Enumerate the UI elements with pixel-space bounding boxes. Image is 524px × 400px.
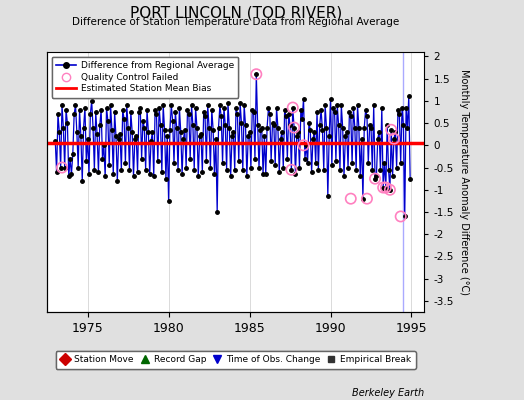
Point bbox=[290, 124, 298, 131]
Point bbox=[363, 196, 371, 202]
Point bbox=[299, 142, 308, 148]
Point bbox=[381, 184, 390, 191]
Point bbox=[287, 166, 296, 173]
Point bbox=[386, 186, 394, 193]
Text: PORT LINCOLN (TOD RIVER): PORT LINCOLN (TOD RIVER) bbox=[129, 6, 342, 21]
Point bbox=[390, 136, 398, 142]
Point bbox=[289, 104, 297, 111]
Text: Berkeley Earth: Berkeley Earth bbox=[352, 388, 424, 398]
Point bbox=[58, 164, 66, 171]
Point bbox=[252, 71, 260, 78]
Point bbox=[371, 176, 379, 182]
Point bbox=[346, 196, 355, 202]
Text: Difference of Station Temperature Data from Regional Average: Difference of Station Temperature Data f… bbox=[72, 17, 399, 27]
Y-axis label: Monthly Temperature Anomaly Difference (°C): Monthly Temperature Anomaly Difference (… bbox=[460, 69, 470, 295]
Point bbox=[387, 126, 396, 133]
Legend: Difference from Regional Average, Quality Control Failed, Estimated Station Mean: Difference from Regional Average, Qualit… bbox=[52, 56, 238, 98]
Legend: Station Move, Record Gap, Time of Obs. Change, Empirical Break: Station Move, Record Gap, Time of Obs. C… bbox=[56, 351, 416, 369]
Point bbox=[397, 213, 405, 220]
Point bbox=[379, 184, 387, 191]
